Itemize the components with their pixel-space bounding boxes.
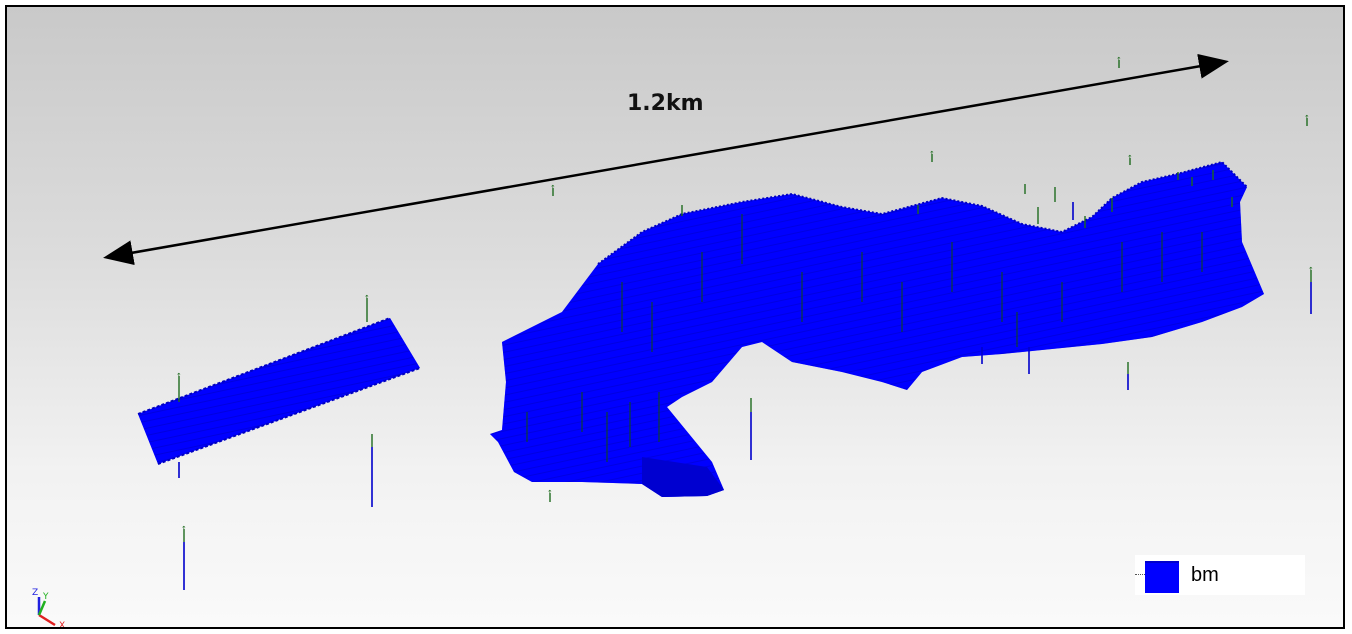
legend-label-bm: bm: [1191, 564, 1219, 586]
svg-text:↑: ↑: [550, 184, 556, 192]
svg-text:↑: ↑: [1127, 154, 1133, 162]
svg-text:↑: ↑: [929, 150, 935, 158]
svg-text:↑: ↑: [181, 525, 187, 533]
3d-viewport[interactable]: ↑ ↑ ↑ ↑ ↑ ↑ ↑ ↑ ↑ ↑ 1.2km bm Z Y X: [5, 5, 1345, 629]
drillholes: ↑ ↑ ↑ ↑ ↑ ↑ ↑ ↑ ↑ ↑: [176, 56, 1314, 590]
legend-connector: [1135, 574, 1145, 575]
scale-arrow: [103, 53, 1229, 266]
svg-text:↑: ↑: [176, 372, 182, 380]
axis-orientation-icon: Z Y X: [32, 588, 65, 629]
svg-text:↑: ↑: [364, 294, 370, 302]
axis-x-label: X: [59, 621, 65, 629]
svg-text:↑: ↑: [547, 489, 553, 497]
model-scene: ↑ ↑ ↑ ↑ ↑ ↑ ↑ ↑ ↑ ↑: [103, 53, 1314, 590]
svg-text:↑: ↑: [1308, 266, 1314, 274]
legend: bm: [1135, 555, 1305, 595]
axis-z-label: Z: [32, 588, 38, 598]
scale-distance-label: 1.2km: [627, 91, 704, 116]
svg-text:↑: ↑: [1304, 114, 1310, 122]
svg-text:↑: ↑: [1116, 56, 1122, 64]
axis-y-label: Y: [42, 592, 49, 602]
block-model-main: [490, 160, 1264, 497]
block-model-west: [137, 317, 421, 465]
legend-swatch-bm: [1145, 559, 1179, 593]
